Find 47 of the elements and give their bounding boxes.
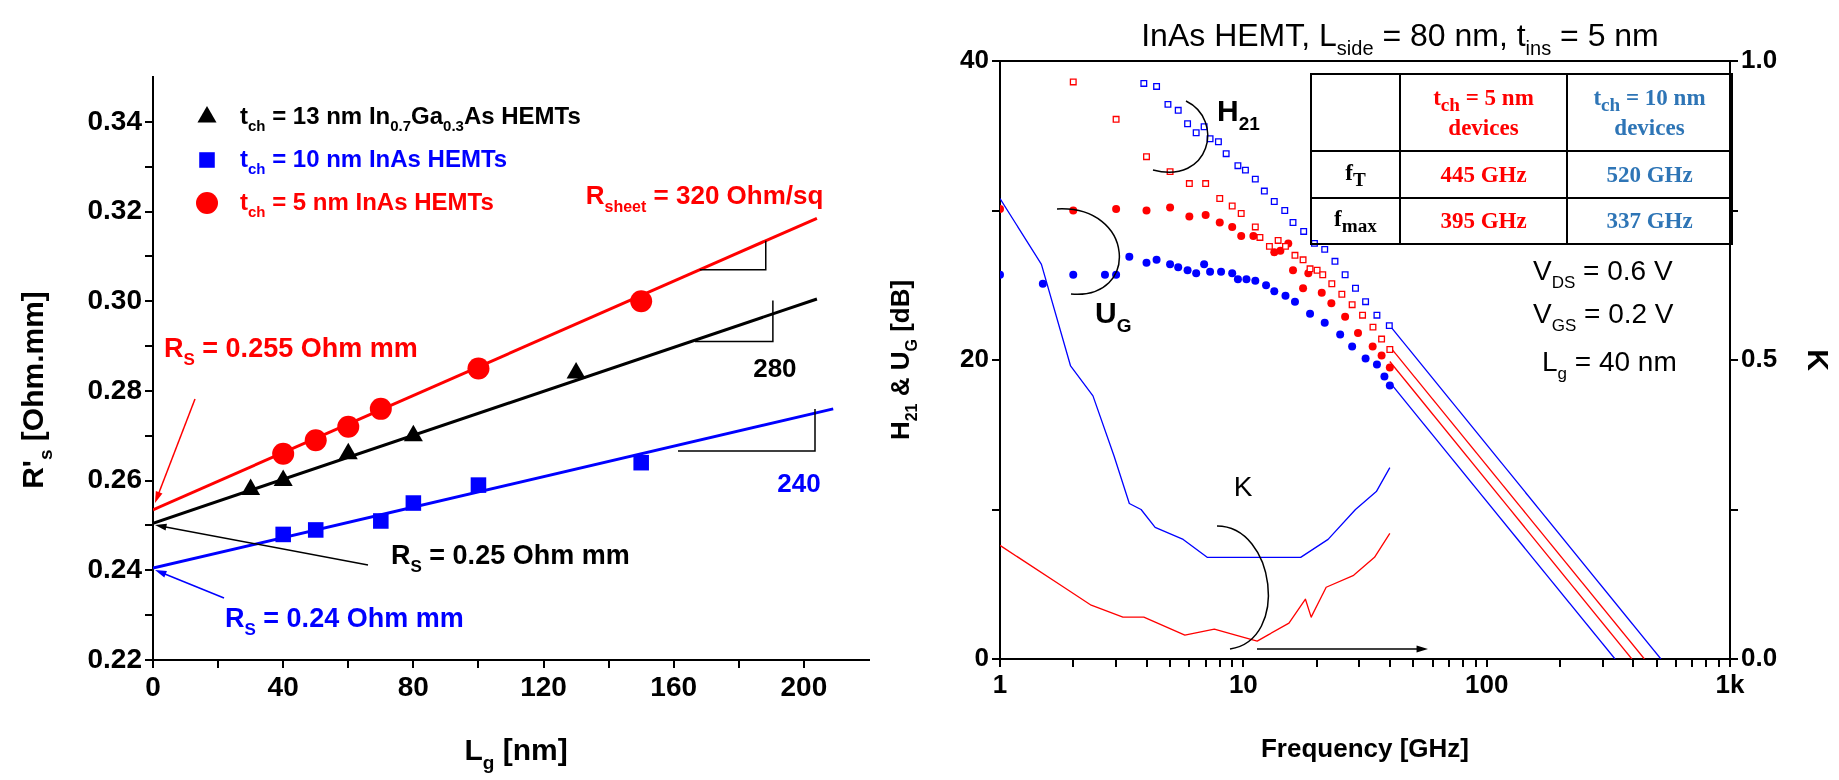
y2-axis-title: K [1801,349,1835,372]
y2-tick-label: 0.5 [1741,343,1778,374]
annotation: 445 GHz [1400,151,1567,198]
point [470,477,487,493]
annotation: 337 GHz [1567,198,1732,244]
y-tick-label: 0.32 [87,194,142,226]
x-tick-label: 10 [1228,668,1258,699]
y-tick-label: 0.28 [87,373,142,405]
point [272,442,295,465]
annotation: 280 [753,352,797,383]
annotation: 520 GHz [1567,151,1732,198]
annotation: f$_{T}$ [1311,151,1400,198]
annotation: 395 GHz [1400,198,1567,244]
point [369,397,392,420]
y-tick-label: 0.34 [87,104,143,136]
y-tick-label: 0.24 [87,553,143,585]
y-tick-label: 0.30 [87,283,142,315]
point [373,513,389,529]
annotation: t$_{ch}$ = 10 nm devices [1567,74,1732,151]
y-tick-label: 0 [974,642,989,673]
point [467,357,490,380]
x-tick-label: 80 [397,670,429,702]
y-tick-label: 40 [960,44,989,75]
point [405,495,422,511]
x-tick-label: 200 [780,670,828,702]
point [630,290,653,313]
annotation: K [1233,470,1253,502]
x-tick-label: 100 [1464,668,1509,699]
annotation: f$_{max}$ [1311,198,1400,244]
annotation: t$_{ch}$ = 5 nm devices [1400,74,1567,151]
x-tick-label: 160 [650,670,698,702]
y2-tick-label: 1.0 [1741,44,1778,75]
y-axis-title: R's [Ohm.mm] [16,291,57,489]
point [633,454,649,471]
point [307,522,324,538]
point [304,429,327,452]
x-tick-label: 40 [267,670,299,702]
y-tick-label: 20 [960,343,989,374]
x-tick-label: 1 [992,668,1008,699]
point [275,526,291,543]
x-tick-label: 120 [520,670,567,702]
point [337,415,360,438]
y-tick-label: 0.26 [87,463,142,495]
y-axis-title: H21 & UG [dB] [885,279,920,441]
x-axis-title: Frequency [GHz] [1260,733,1470,764]
y-tick-label: 0.22 [87,642,142,674]
annotation: 240 [777,468,821,499]
